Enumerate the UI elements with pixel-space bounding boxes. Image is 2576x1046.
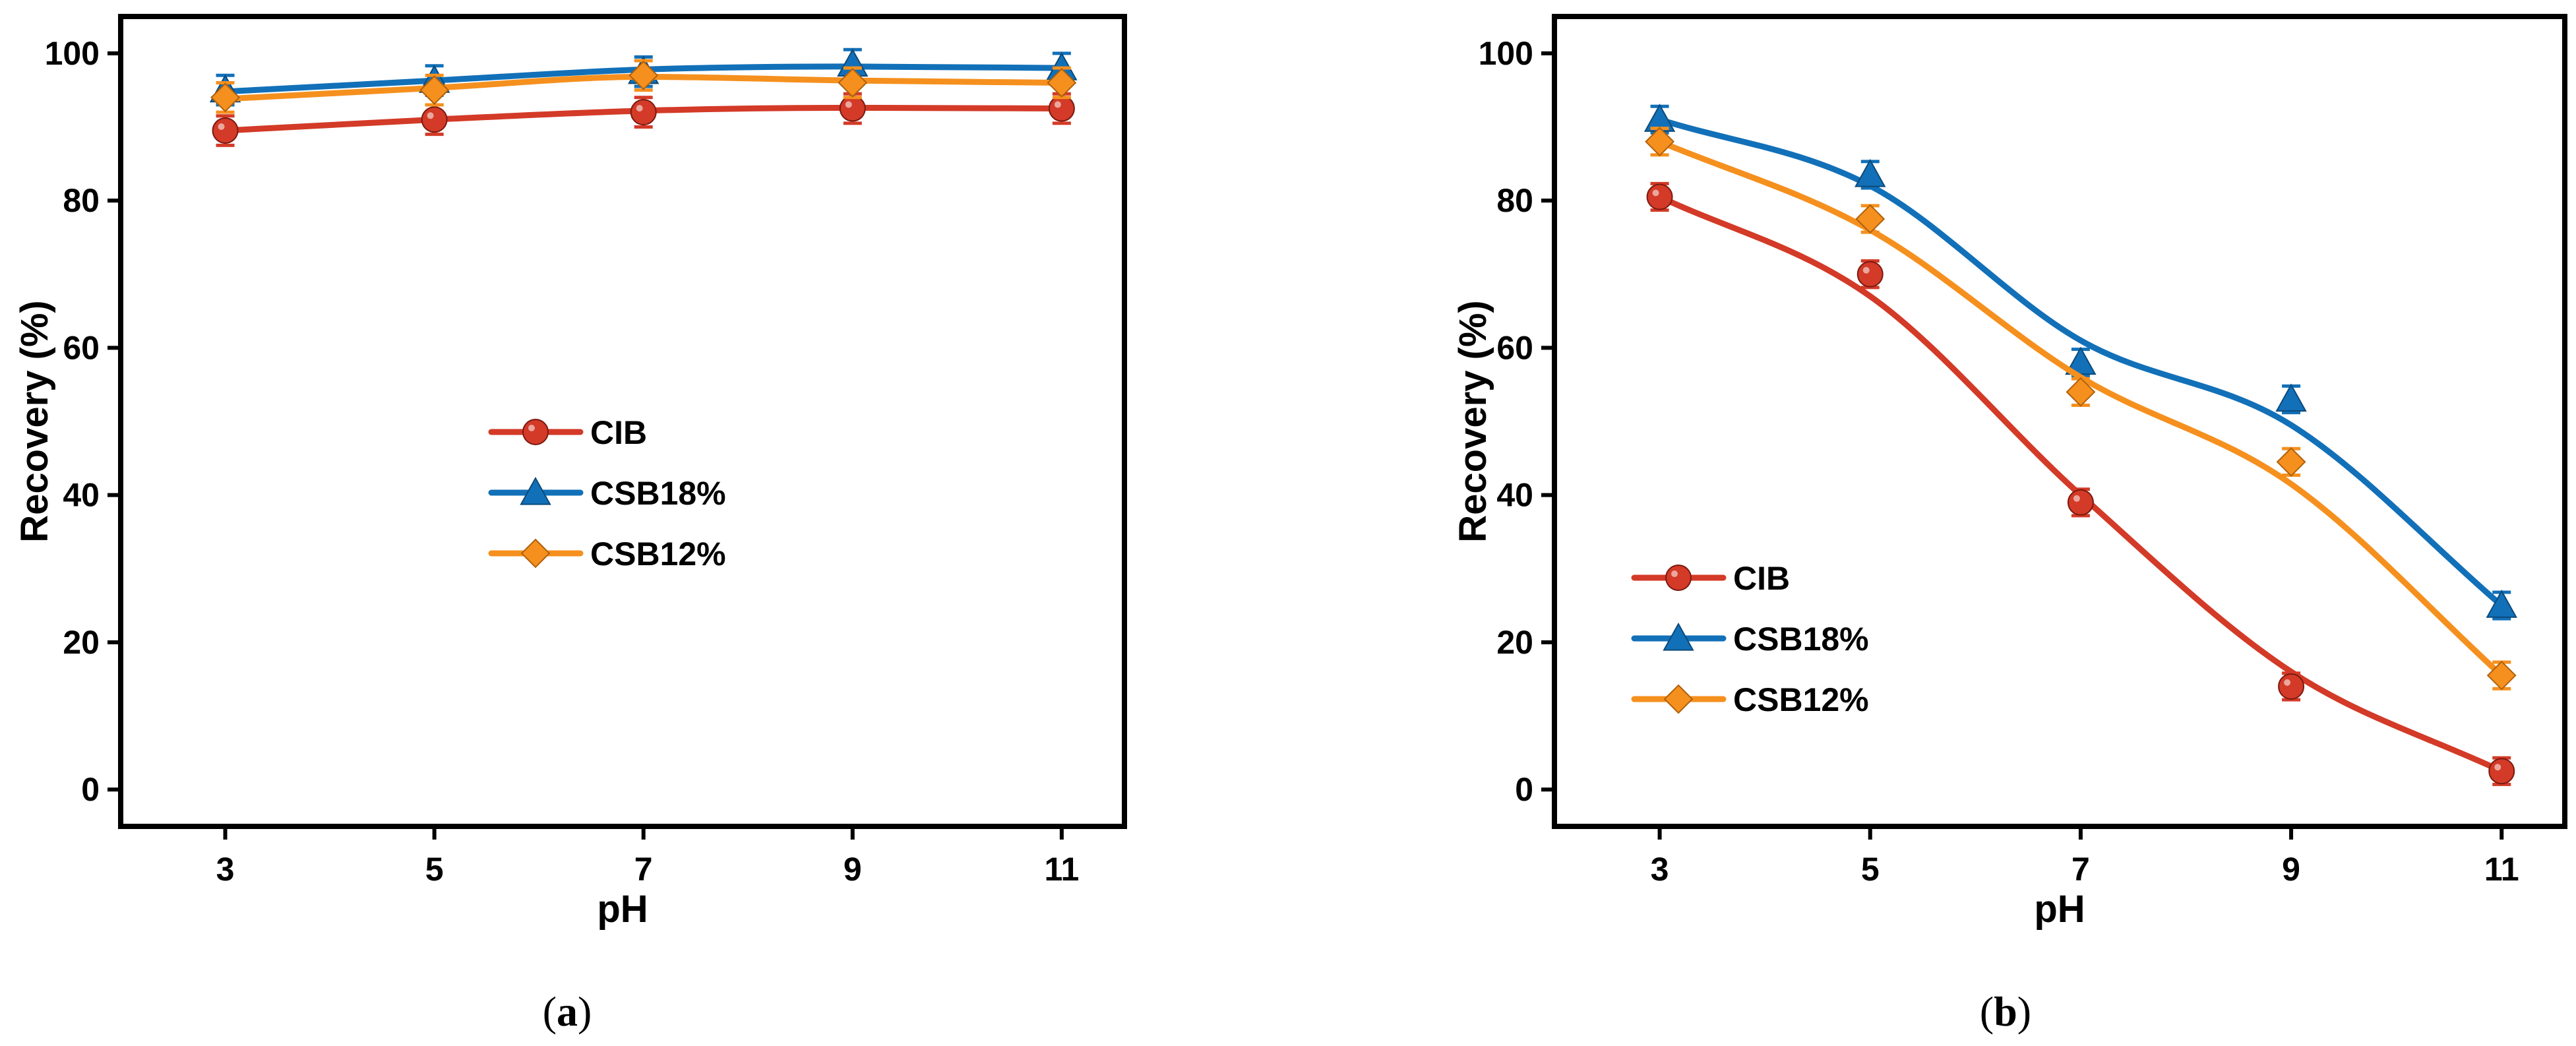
data-point (421, 106, 448, 133)
x-tick-label: 11 (2484, 851, 2519, 888)
x-tick-label: 7 (634, 851, 653, 888)
data-point-highlight (845, 101, 852, 108)
legend-label: CSB18% (1733, 621, 1869, 658)
legend-label: CIB (1733, 560, 1790, 597)
legend-label: CSB12% (590, 536, 726, 572)
chart-panel-a: 0 20 40 60 80 100 3 5 7 9 11 pH Recovery (%) CIB CSB18… (13, 14, 1127, 1035)
y-tick-label: 60 (1496, 329, 1533, 366)
data-point-highlight (2284, 679, 2291, 686)
x-tick-label: 9 (2282, 851, 2300, 888)
x-tick-label: 5 (1861, 851, 1880, 888)
data-point (419, 75, 450, 106)
data-point-highlight (427, 112, 434, 119)
panel-letter: a (557, 988, 578, 1035)
legend-marker (522, 419, 549, 445)
plot-frame (1552, 14, 2567, 829)
data-point-highlight (1652, 189, 1659, 197)
panel-letter: b (1994, 988, 2017, 1035)
legend-marker (520, 476, 551, 505)
data-point-highlight (636, 105, 643, 112)
y-tick-label: 40 (1496, 477, 1533, 514)
y-tick-label: 20 (63, 624, 100, 661)
data-point (2067, 489, 2094, 516)
data-point (212, 117, 239, 144)
x-tick-label: 3 (1651, 851, 1669, 888)
data-point-highlight (2494, 764, 2501, 771)
x-axis-title: pH (2034, 888, 2085, 931)
data-point-highlight (1054, 101, 1061, 108)
y-tick-label: 80 (63, 182, 100, 219)
y-tick-label: 0 (1515, 771, 1533, 808)
data-point-highlight (2073, 495, 2080, 502)
legend: CIB CSB18% CSB12% (1631, 560, 1869, 718)
plot-frame (118, 14, 1127, 829)
x-tick-label: 9 (843, 851, 862, 888)
legend-marker (1663, 622, 1694, 651)
series-csb12pct (210, 59, 1077, 114)
y-tick-label: 80 (1496, 182, 1533, 219)
x-tick-label: 5 (425, 851, 444, 888)
data-point-highlight (1862, 266, 1870, 274)
legend-marker (1665, 565, 1692, 591)
series-csb18pct (1643, 104, 2517, 621)
data-point (630, 99, 657, 126)
data-point-highlight (218, 123, 225, 131)
y-axis-title: Recovery (%) (1452, 300, 1494, 542)
data-point (1646, 183, 1673, 210)
data-point (839, 95, 866, 122)
data-point (2278, 673, 2305, 700)
data-point (629, 60, 659, 90)
legend-marker-highlight (1671, 570, 1678, 577)
data-point (2275, 383, 2307, 412)
y-tick-label: 100 (1479, 35, 1533, 72)
x-tick-label: 7 (2071, 851, 2090, 888)
data-point (1855, 204, 1886, 234)
data-point (210, 82, 240, 113)
data-point (1048, 95, 1075, 122)
legend-marker-highlight (528, 425, 535, 431)
x-tick-label: 11 (1044, 851, 1079, 888)
legend: CIB CSB18% CSB12% (488, 414, 726, 572)
y-tick-label: 60 (63, 329, 100, 366)
data-point (1047, 68, 1077, 98)
data-point (2488, 758, 2515, 785)
y-tick-label: 20 (1496, 624, 1533, 661)
x-tick-label: 3 (216, 851, 235, 888)
series-cib (212, 92, 1075, 147)
data-point (1856, 261, 1884, 288)
legend-label: CSB18% (590, 475, 726, 512)
data-point (2486, 590, 2517, 618)
legend-label: CIB (590, 414, 647, 451)
data-point (2276, 446, 2306, 477)
y-axis-title: Recovery (%) (13, 300, 56, 542)
data-point (1645, 127, 1674, 157)
x-axis-title: pH (597, 888, 648, 931)
data-point (838, 68, 868, 98)
y-tick-label: 0 (81, 771, 100, 808)
legend-label: CSB12% (1733, 681, 1869, 718)
y-tick-label: 40 (63, 477, 100, 514)
data-point (1855, 158, 1886, 187)
fit-line (1657, 116, 2505, 609)
series-cib (1646, 181, 2515, 786)
y-tick-label: 100 (45, 35, 100, 72)
series-csb12pct (1645, 127, 2517, 691)
data-point (2066, 377, 2096, 407)
chart-panel-b: 0 20 40 60 80 100 3 5 7 9 11 pH Recovery (%) CIB CSB18… (1452, 14, 2567, 1035)
panel-label: (a) (543, 988, 592, 1035)
data-point (2486, 660, 2517, 691)
legend-marker (520, 538, 551, 569)
legend-marker (1663, 684, 1694, 714)
panel-label: (b) (1980, 988, 2031, 1035)
